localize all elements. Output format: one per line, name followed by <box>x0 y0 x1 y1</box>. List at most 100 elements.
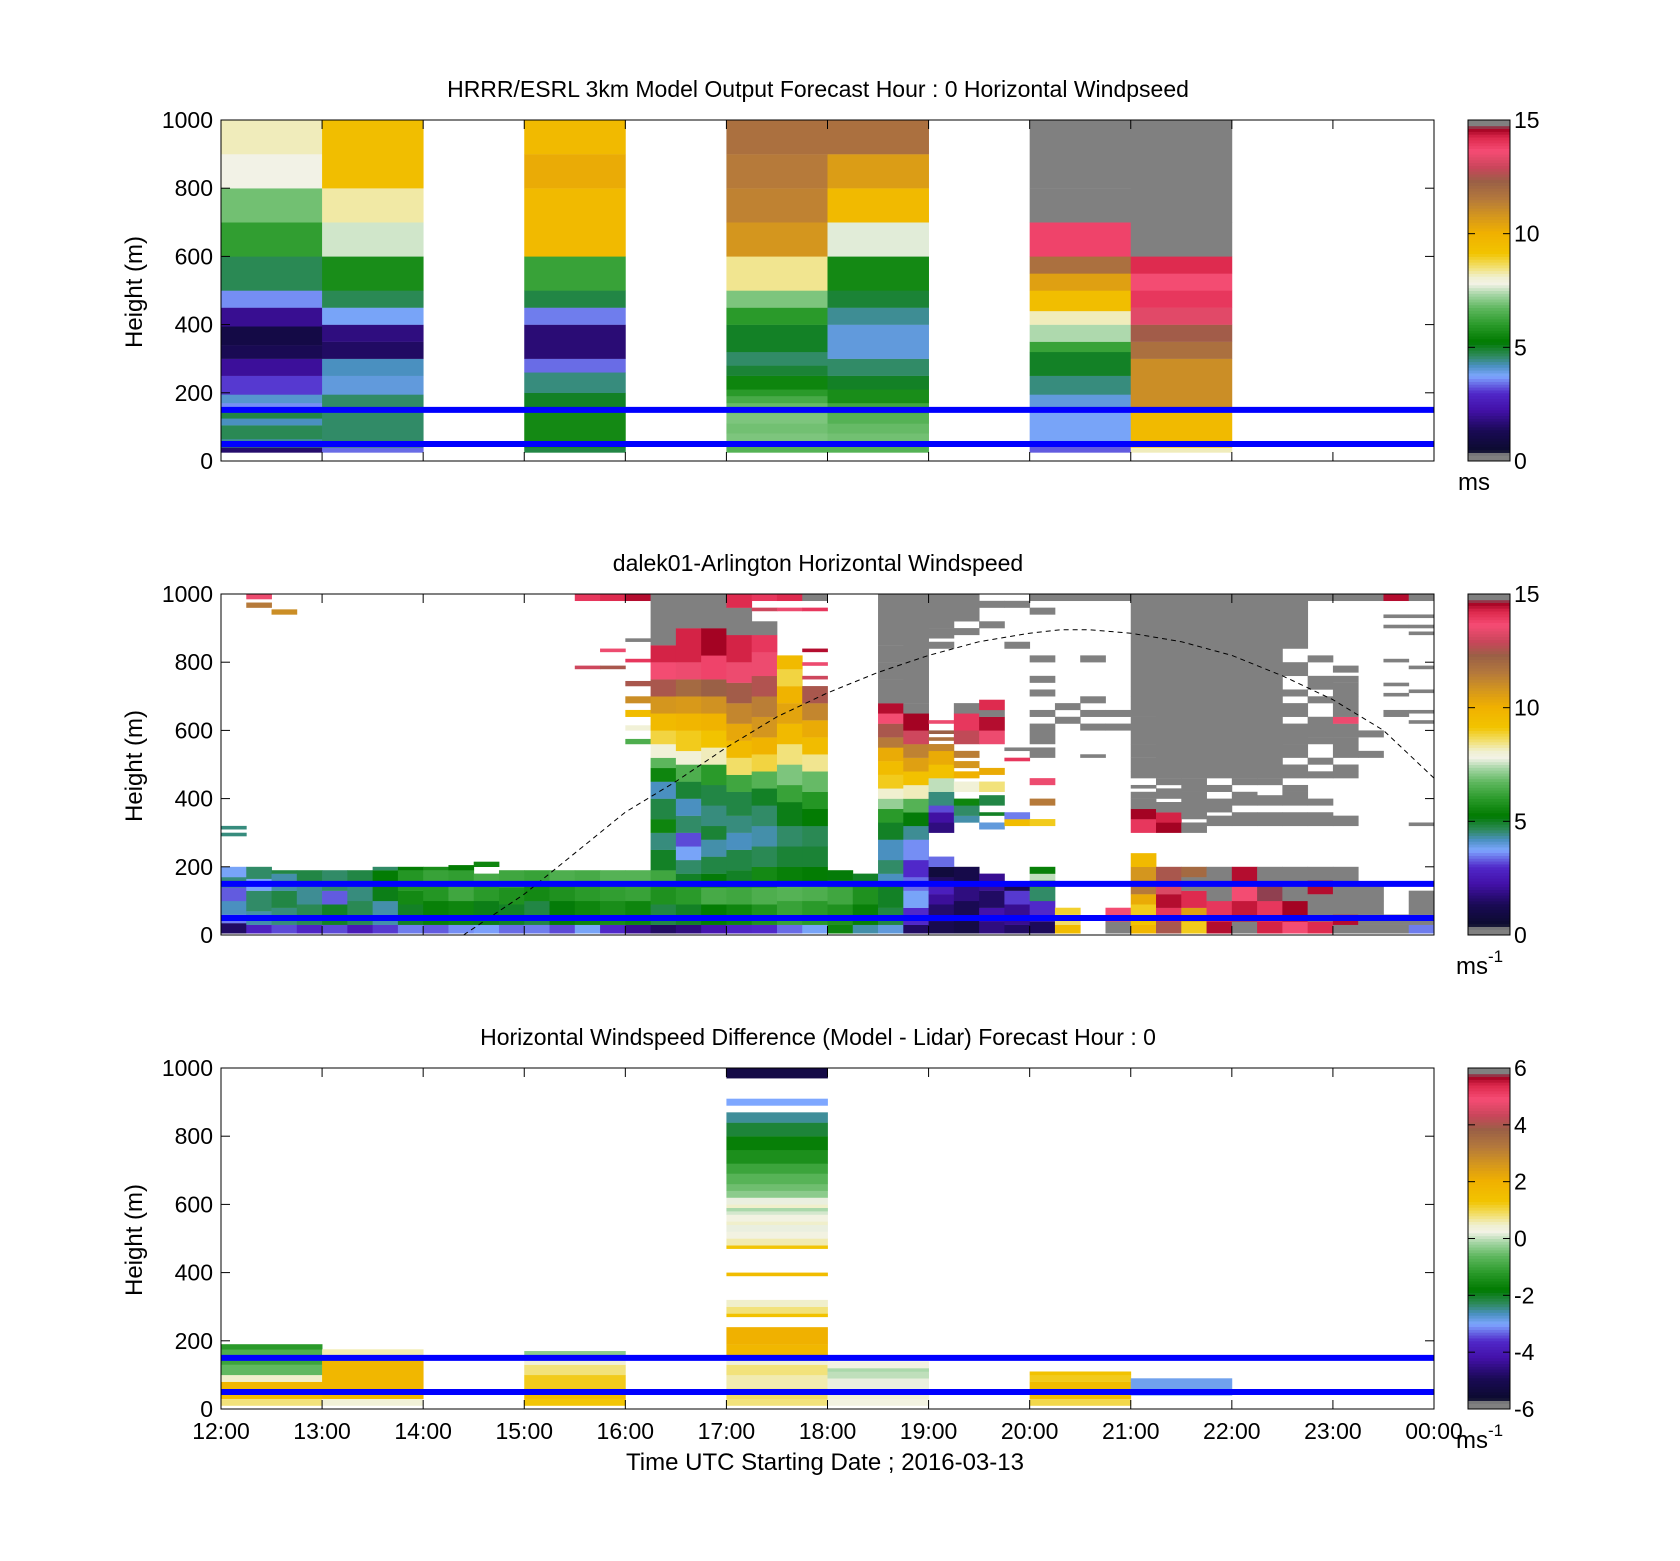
lidar-ytick-label-4: 800 <box>175 649 213 675</box>
difference-colorbar-segment-67 <box>1468 1215 1510 1220</box>
lidar-cell-21-13 <box>751 675 778 697</box>
lidar-colorbar-segment-39 <box>1468 821 1510 825</box>
lidar-cell-44-6 <box>1332 771 1359 779</box>
lidar-cell-36-12 <box>1130 771 1157 779</box>
model-cell-6-5 <box>1130 307 1233 325</box>
lidar-cell-26-0 <box>878 924 904 934</box>
lidar-cell-21-5 <box>751 825 778 847</box>
lidar-cell-42-9 <box>1282 723 1309 745</box>
lidar-cell-16-11 <box>625 738 651 745</box>
lidar-cell-20-5 <box>726 832 753 850</box>
lidar-cell-12-2 <box>524 883 550 902</box>
lidar-cell-26-16 <box>878 703 904 714</box>
lidar-cell-20-17 <box>726 594 753 608</box>
lidar-cell-28-20 <box>928 594 955 629</box>
lidar-cell-20-0 <box>726 924 753 934</box>
lidar-cell-27-16 <box>903 594 929 704</box>
lidar-cell-19-6 <box>701 825 727 840</box>
lidar-cell-0-5 <box>221 866 247 878</box>
model-cell-4-12 <box>827 222 929 257</box>
lidar-cell-13-0 <box>549 924 576 934</box>
lidar-cell-26-14 <box>878 723 904 738</box>
lidar-cell-18-9 <box>675 781 702 799</box>
model-colorbar-segment-60 <box>1468 287 1510 291</box>
lidar-cell-34-3 <box>1080 696 1106 704</box>
difference-colorbar-segment-38 <box>1468 1298 1510 1302</box>
lidar-cell-35-0 <box>1105 921 1132 934</box>
lidar-cell-29-14 <box>953 628 980 636</box>
lidar-colorbar-segment-71 <box>1468 730 1510 734</box>
lidar-cell-28-4 <box>928 877 955 885</box>
lidar-cell-32-14 <box>1029 675 1056 683</box>
lidar-colorbar-segment-46 <box>1468 801 1510 805</box>
model-colorbar-segment-37 <box>1468 353 1510 357</box>
lidar-colorbar-segment-29 <box>1468 849 1510 854</box>
difference-colorbar-segment-66 <box>1468 1218 1510 1222</box>
lidar-cell-41-4 <box>1257 812 1283 827</box>
lidar-cell-22-7 <box>776 784 803 803</box>
xtick-label-5: 17:00 <box>698 1418 756 1444</box>
lidar-cell-28-0 <box>928 921 955 934</box>
model-cell-3-14 <box>726 222 828 257</box>
model-colorbar-segment-40 <box>1468 344 1510 348</box>
lidar-cell-22-2 <box>776 883 803 902</box>
lidar-cell-43-5 <box>1307 798 1334 806</box>
model-colorbar-segment-77 <box>1468 239 1510 243</box>
lidar-cell-5-3 <box>347 870 374 885</box>
difference-colorbar-segment-54 <box>1468 1252 1510 1257</box>
difference-cell-3-0 <box>726 1398 828 1406</box>
lidar-colorbar-segment-8 <box>1468 909 1510 913</box>
lidar-cell-43-13 <box>1307 594 1334 602</box>
lidar-colorbar-segment-83 <box>1468 696 1510 700</box>
lidar-cell-13-2 <box>549 883 576 902</box>
difference-colorbar-segment-69 <box>1468 1210 1510 1214</box>
model-cell-0-3 <box>221 418 323 426</box>
lidar-colorbar-segment-14 <box>1468 892 1510 896</box>
lidar-cell-9-4 <box>448 865 475 871</box>
difference-colorbar-segment-60 <box>1468 1235 1510 1239</box>
lidar-cell-24-1 <box>827 904 854 925</box>
lidar-cell-26-17 <box>878 679 904 704</box>
lidar-colorbar-segment-0 <box>1468 932 1510 936</box>
lidar-cell-22-1 <box>776 900 803 925</box>
lidar-cell-29-2 <box>953 883 980 902</box>
lidar-cell-29-12 <box>953 713 980 731</box>
lidar-cell-40-0 <box>1231 921 1258 934</box>
model-colorbar-segment-49 <box>1468 318 1510 323</box>
difference-colorbar-segment-7 <box>1468 1386 1510 1390</box>
lidar-cell-28-18 <box>928 641 955 649</box>
lidar-colorbar-segment-37 <box>1468 827 1510 831</box>
difference-colorbar-tick-label-3: 0 <box>1514 1226 1527 1252</box>
model-colorbar-segment-7 <box>1468 438 1510 442</box>
lidar-cell-22-8 <box>776 764 803 786</box>
lidar-colorbar-segment-66 <box>1468 744 1510 748</box>
model-cell-1-2 <box>322 375 424 395</box>
lidar-cell-29-10 <box>953 750 980 758</box>
difference-cell-0-4 <box>221 1364 323 1376</box>
lidar-cell-16-4 <box>625 594 651 602</box>
lidar-cell-2-2 <box>271 890 298 908</box>
lidar-cell-15-5 <box>600 648 626 653</box>
model-colorbar-segment-58 <box>1468 293 1510 297</box>
model-colorbar-segment-35 <box>1468 358 1510 363</box>
lidar-cell-6-4 <box>372 866 399 871</box>
difference-colorbar-segment-42 <box>1468 1286 1510 1291</box>
difference-colorbar-segment-21 <box>1468 1346 1510 1350</box>
lidar-cell-36-8 <box>1130 808 1157 820</box>
lidar-cell-28-8 <box>928 812 955 823</box>
difference-colorbar-segment-9 <box>1468 1380 1510 1384</box>
model-colorbar-segment-22 <box>1468 395 1510 399</box>
lidar-ytick-label-0: 0 <box>200 922 213 948</box>
difference-colorbar-segment-78 <box>1468 1184 1510 1188</box>
difference-colorbar-segment-115 <box>1468 1079 1510 1083</box>
model-cell-5-2 <box>1029 394 1132 411</box>
lidar-cell-30-11 <box>979 709 1005 717</box>
model-colorbar-segment-110 <box>1468 145 1510 149</box>
model-cell-4-13 <box>827 188 929 223</box>
difference-colorbar-segment-39 <box>1468 1295 1510 1299</box>
model-colorbar-tick-label-1: 5 <box>1514 334 1527 360</box>
lidar-cell-36-17 <box>1130 594 1157 697</box>
model-cell-0-16 <box>221 154 323 189</box>
difference-cell-0-0 <box>221 1398 323 1406</box>
difference-colorbar-segment-90 <box>1468 1150 1510 1154</box>
